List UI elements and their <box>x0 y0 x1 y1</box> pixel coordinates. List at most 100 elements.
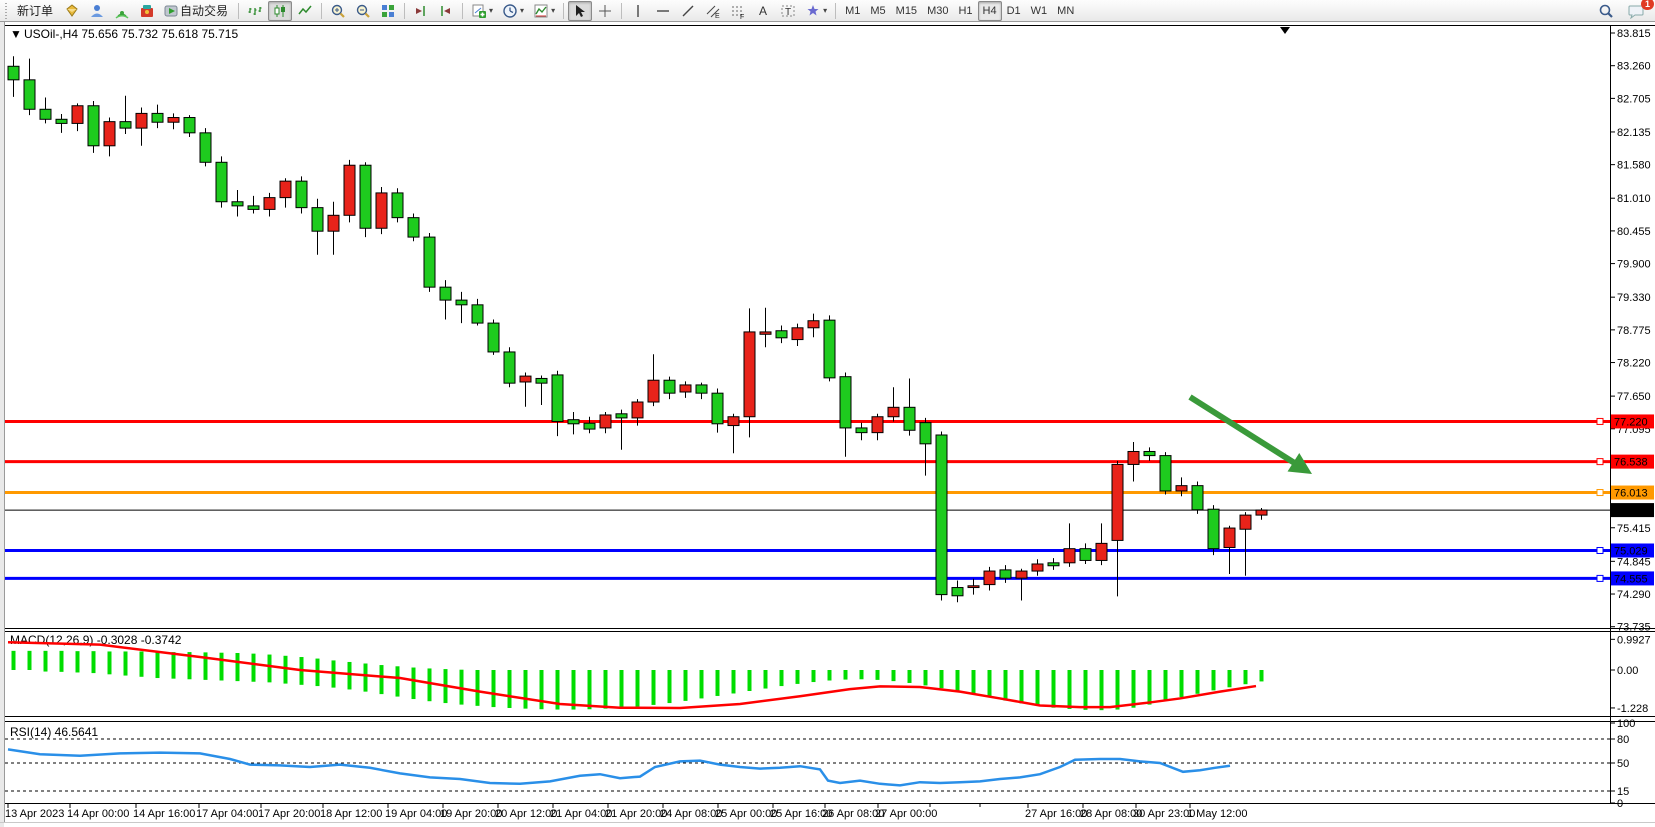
date-label: 30 Apr 23:00 <box>1133 808 1195 820</box>
zoom-out-icon[interactable] <box>351 1 375 21</box>
rsi-line <box>7 748 1231 787</box>
crosshair-icon[interactable] <box>593 1 617 21</box>
timeframe-m30[interactable]: M30 <box>927 4 949 17</box>
candle-up <box>647 379 660 403</box>
price-line-handle[interactable] <box>1596 546 1604 554</box>
arrows-button[interactable]: ▾ <box>801 1 831 21</box>
market-icon[interactable] <box>135 1 159 21</box>
bar-chart-icon[interactable] <box>243 1 267 21</box>
price-tick-label: 79.900 <box>1617 259 1651 271</box>
timeframe-h4[interactable]: H4 <box>977 0 1002 21</box>
candle-up <box>1255 509 1268 516</box>
rsi-tick-label: 100 <box>1617 718 1635 730</box>
toolbar-grip[interactable] <box>4 2 8 19</box>
candle-down <box>1047 562 1060 567</box>
svg-text:F: F <box>740 14 744 19</box>
line-chart-icon[interactable] <box>293 1 317 21</box>
timeframe-mn[interactable]: MN <box>1057 4 1075 17</box>
price-line-handle[interactable] <box>1596 417 1604 425</box>
price-tick-label: 81.010 <box>1617 193 1651 205</box>
price-tick-label: 82.705 <box>1617 93 1651 105</box>
fibonacci-icon[interactable]: F <box>726 1 750 21</box>
chevron-down-icon: ▾ <box>489 6 494 15</box>
trend-arrow-shaft[interactable] <box>1188 394 1306 472</box>
timeframe-w1[interactable]: W1 <box>1030 4 1048 17</box>
candle-down <box>663 379 676 394</box>
price-tick-label: 78.775 <box>1617 325 1651 337</box>
zoom-in-icon[interactable] <box>326 1 350 21</box>
timeframe-d1[interactable]: D1 <box>1006 4 1021 17</box>
timeframe-m5[interactable]: M5 <box>870 4 886 17</box>
separator <box>563 2 565 19</box>
chart-area[interactable]: 83.815 83.260 82.705 82.135 81.580 81.010 80.4… <box>0 22 1655 827</box>
timeframe-m15[interactable]: M15 <box>895 4 918 17</box>
candle-up <box>71 105 84 124</box>
date-label: 27 Apr 00:00 <box>875 808 937 820</box>
date-label: 19 Apr 04:00 <box>385 808 447 820</box>
candle-down <box>1079 548 1092 561</box>
rsi-tick-label: 50 <box>1617 758 1629 770</box>
date-label: 20 Apr 12:00 <box>495 808 557 820</box>
community-icon[interactable] <box>85 1 109 21</box>
price-tag <box>1611 543 1654 558</box>
horizontal-price-lines[interactable] <box>5 417 1610 582</box>
price-line-handle[interactable] <box>1596 458 1604 466</box>
cursor-icon[interactable] <box>568 0 593 21</box>
trend-arrow-annotation[interactable] <box>1188 394 1312 474</box>
candlestick-chart-icon[interactable] <box>268 0 293 21</box>
autotrading-button[interactable]: 自动交易 <box>160 1 234 21</box>
rsi-label: RSI(14) 46.5641 <box>10 725 98 739</box>
pane-separator[interactable] <box>5 628 1655 804</box>
signals-icon[interactable] <box>110 1 134 21</box>
price-tag-label: 74.555 <box>1614 573 1648 585</box>
chat-badge: 1 <box>1640 0 1654 10</box>
profiles-button[interactable]: ▾ <box>498 1 528 21</box>
chart-title-arrow[interactable]: ▼ <box>10 27 22 41</box>
macd-tick-label: 0.9927 <box>1617 634 1651 646</box>
search-icon[interactable] <box>1594 1 1618 21</box>
date-label: 17 Apr 20:00 <box>258 808 320 820</box>
price-tag-label: 75.029 <box>1614 545 1648 557</box>
candle-down <box>535 377 548 384</box>
toolbar-right: 1 <box>1594 0 1654 21</box>
chart-shift-marker[interactable] <box>1280 27 1290 34</box>
candle-down <box>359 164 372 229</box>
profiles-icon <box>503 3 517 18</box>
price-line-handle[interactable] <box>1596 489 1604 497</box>
candlesticks <box>7 56 1268 603</box>
window-left-border <box>0 22 4 827</box>
candle-down <box>855 427 868 434</box>
chart-background <box>0 22 1655 827</box>
candle-down <box>935 434 948 596</box>
timeframe-m1[interactable]: M1 <box>845 4 861 17</box>
text-icon[interactable]: A <box>751 1 775 21</box>
trend-arrow-head[interactable] <box>1287 452 1312 474</box>
candle-down <box>23 79 36 110</box>
timeframe-h1[interactable]: H1 <box>958 4 973 17</box>
new-order-button[interactable]: 新订单 <box>11 1 59 21</box>
candle-down <box>455 299 468 306</box>
indicators-button[interactable]: ▾ <box>529 1 559 21</box>
vertical-line-icon[interactable] <box>626 1 650 21</box>
indicators-icon <box>534 4 548 17</box>
payments-icon[interactable] <box>60 1 84 21</box>
horizontal-line-icon[interactable] <box>651 1 675 21</box>
date-label: 13 Apr 2023 <box>5 808 64 820</box>
trendline-icon[interactable] <box>676 1 700 21</box>
candle-down <box>119 121 132 129</box>
price-line-handle[interactable] <box>1596 574 1604 582</box>
text-label-icon[interactable]: T <box>776 1 800 21</box>
candle-up <box>679 384 692 393</box>
chat-button[interactable]: 1 <box>1624 0 1654 21</box>
auto-scroll-icon[interactable] <box>409 1 433 21</box>
tile-windows-icon[interactable] <box>376 1 400 21</box>
new-chart-button[interactable]: ▾ <box>467 1 497 21</box>
candle-up <box>135 112 148 129</box>
equidistant-channel-icon[interactable]: E <box>701 1 725 21</box>
price-tick-label: 74.845 <box>1617 556 1651 568</box>
price-tag <box>1611 485 1654 500</box>
candle-up <box>631 401 644 419</box>
candle-down <box>583 422 596 430</box>
chart-shift-icon[interactable] <box>434 1 458 21</box>
date-label: 19 Apr 20:00 <box>440 808 502 820</box>
